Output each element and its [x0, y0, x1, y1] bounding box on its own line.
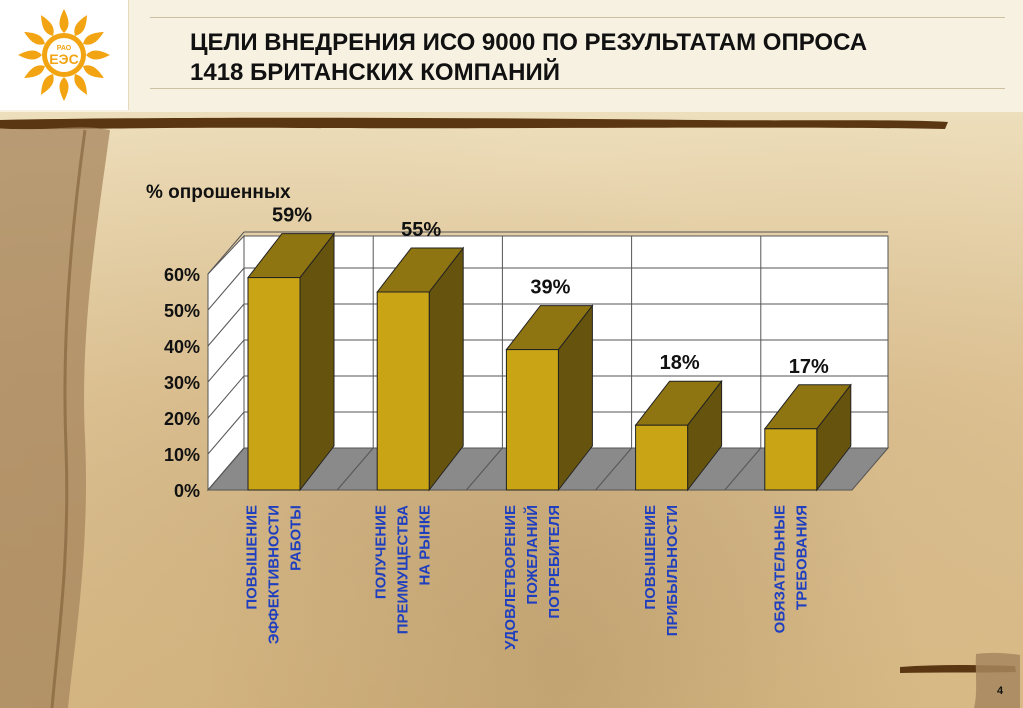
page-number-tab [974, 652, 1020, 708]
category-label: ПРЕИМУЩЕСТВА [395, 505, 412, 634]
y-tick-label: 40% [164, 337, 200, 357]
bar-front-face [376, 291, 430, 491]
bar-front-face [635, 424, 689, 491]
category-label: ПОВЫШЕНИЕ [642, 505, 659, 610]
page-number: 4 [996, 685, 1004, 697]
category-label: УДОВЛЕТВОРЕНИЕ [502, 505, 519, 650]
header-band [0, 0, 1023, 112]
gridline-side [207, 267, 245, 311]
page-title: ЦЕЛИ ВНЕДРЕНИЯ ИСО 9000 ПО РЕЗУЛЬТАТАМ О… [190, 28, 990, 88]
category-label: ПОЛУЧЕНИЕ [373, 505, 390, 599]
logo-text: ЕЭС [49, 51, 78, 67]
gridline-side [207, 231, 245, 275]
category-label: ПОЖЕЛАНИЙ [523, 505, 541, 605]
floor-divider [336, 447, 374, 491]
bar [763, 383, 852, 492]
category-label: ПОВЫШЕНИЕ [244, 505, 261, 610]
gridline-side [207, 411, 245, 455]
gridline-side [207, 339, 245, 383]
value-label: 39% [530, 277, 570, 299]
sun-logo-icon: РАО ЕЭС [18, 9, 110, 101]
bar-front-face [247, 277, 301, 491]
gridline-side [207, 447, 245, 491]
y-tick-label: 30% [164, 373, 200, 393]
title-rule-top [150, 17, 1005, 18]
bars [246, 232, 852, 492]
value-label: 59% [272, 205, 312, 227]
value-label: 17% [789, 356, 829, 378]
y-tick-label: 0% [174, 481, 200, 501]
category-label: ПРИБЫЛЬНОСТИ [664, 505, 681, 636]
y-axis-ticks: 0% 10% 20% 30% 40% 50% 60% [164, 265, 200, 501]
logo-small-text: РАО [57, 45, 72, 52]
floor-divider [595, 447, 632, 491]
category-label: НА РЫНКЕ [417, 505, 434, 586]
brush-stroke-divider [0, 117, 948, 130]
bar-side-face [299, 232, 335, 492]
bar-front-face [505, 349, 559, 491]
floor-dividers [336, 236, 762, 491]
floor-divider [724, 447, 762, 491]
logo: РАО ЕЭС [0, 0, 129, 110]
title-line-2: 1418 БРИТАНСКИХ КОМПАНИЙ [190, 59, 561, 86]
y-tick-label: 20% [164, 409, 200, 429]
category-label: РАБОТЫ [288, 505, 305, 571]
category-label: ТРЕБОВАНИЯ [793, 505, 810, 610]
y-tick-label: 50% [164, 301, 200, 321]
category-label: ПОТРЕБИТЕЛЯ [546, 505, 563, 619]
bar-front-face [764, 428, 818, 491]
value-labels: 59% 55% 39% 18% 17% [272, 205, 829, 378]
bar [634, 379, 723, 492]
floor-divider [466, 447, 503, 491]
bar [505, 304, 594, 492]
title-rule-bottom [150, 88, 1005, 89]
gridline-side [207, 303, 245, 347]
value-label: 18% [660, 352, 700, 374]
category-label: ОБЯЗАТЕЛЬНЫЕ [771, 505, 788, 633]
y-tick-label: 10% [164, 445, 200, 465]
title-line-1: ЦЕЛИ ВНЕДРЕНИЯ ИСО 9000 ПО РЕЗУЛЬТАТАМ О… [190, 29, 868, 56]
category-labels: ПОВЫШЕНИЕ ЭФФЕКТИВНОСТИ РАБОТЫ ПОЛУЧЕНИЕ ПРЕ… [244, 505, 811, 650]
scroll-decoration [0, 127, 110, 708]
y-tick-label: 60% [164, 265, 200, 285]
bar [376, 246, 465, 492]
y-axis-label: % опрошенных [146, 182, 291, 203]
category-label: ЭФФЕКТИВНОСТИ [266, 505, 283, 644]
bar [246, 232, 336, 492]
value-label: 55% [401, 219, 441, 241]
gridline-side [207, 375, 245, 419]
